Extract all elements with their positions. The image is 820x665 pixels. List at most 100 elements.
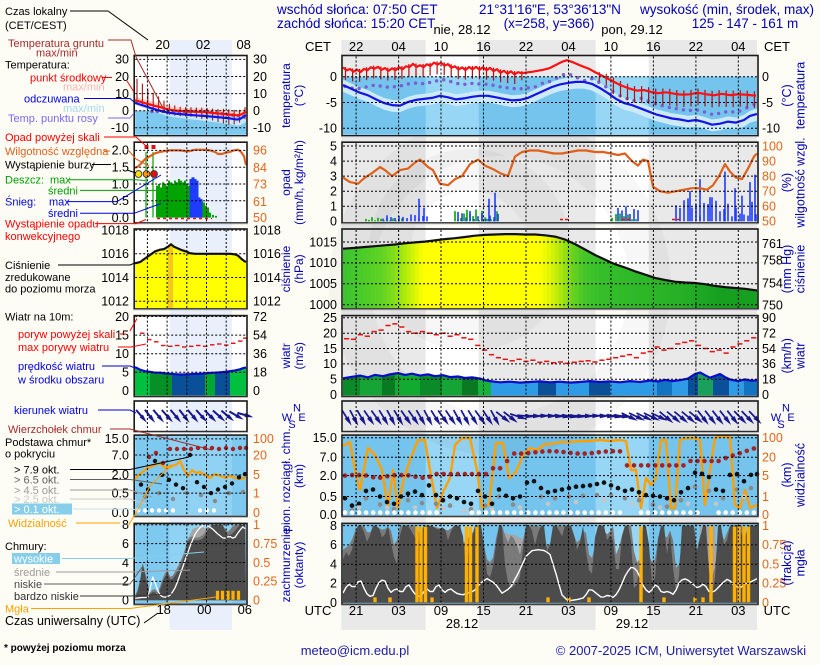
svg-text:72: 72 <box>253 310 267 324</box>
svg-text:(km): (km) <box>780 463 794 488</box>
svg-text:(km/h): (km/h) <box>780 338 794 373</box>
svg-text:8: 8 <box>122 518 129 532</box>
svg-text:UTC: UTC <box>764 603 791 618</box>
svg-text:* powyżej poziomu morza: * powyżej poziomu morza <box>4 643 126 654</box>
svg-text:kierunek wiatru: kierunek wiatru <box>14 405 88 417</box>
svg-text:0: 0 <box>330 388 337 402</box>
svg-text:Widzialność: Widzialność <box>8 518 67 530</box>
svg-text:2: 2 <box>330 185 337 199</box>
svg-text:CET: CET <box>764 39 790 54</box>
svg-text:1: 1 <box>253 486 260 500</box>
svg-text:Opad powyżej skali: Opad powyżej skali <box>5 132 100 144</box>
svg-text:100: 100 <box>762 139 783 153</box>
svg-text:Temp. punktu rosy: Temp. punktu rosy <box>8 113 98 125</box>
svg-text:0: 0 <box>330 70 337 84</box>
svg-text:20: 20 <box>762 451 776 465</box>
svg-text:(frakcja): (frakcja) <box>780 540 794 585</box>
svg-text:(oktanty): (oktanty) <box>292 542 306 589</box>
svg-text:Wilgotność względna: Wilgotność względna <box>5 146 109 158</box>
svg-text:0: 0 <box>253 384 260 398</box>
svg-text:prędkość wiatru: prędkość wiatru <box>18 361 95 373</box>
svg-text:0.5: 0.5 <box>253 556 270 570</box>
svg-text:-10: -10 <box>253 121 271 135</box>
svg-text:(%): (%) <box>780 173 794 192</box>
svg-text:0: 0 <box>253 104 260 118</box>
svg-text:wysokie: wysokie <box>13 553 53 565</box>
svg-text:28.12: 28.12 <box>446 616 479 631</box>
svg-text:90: 90 <box>762 154 776 168</box>
svg-text:20: 20 <box>253 448 267 462</box>
svg-text:2.0: 2.0 <box>112 468 129 482</box>
svg-text:meteo@icm.edu.pl: meteo@icm.edu.pl <box>301 643 410 658</box>
svg-text:S: S <box>777 419 784 431</box>
svg-text:06: 06 <box>238 602 252 617</box>
svg-text:6: 6 <box>330 538 337 552</box>
svg-text:-10: -10 <box>319 122 337 136</box>
svg-text:0: 0 <box>762 388 769 402</box>
svg-text:2: 2 <box>122 575 129 589</box>
svg-text:UTC: UTC <box>305 603 332 618</box>
svg-text:10: 10 <box>323 357 337 371</box>
svg-text:0.5: 0.5 <box>762 558 779 572</box>
svg-text:10: 10 <box>604 39 618 54</box>
svg-text:-5: -5 <box>762 96 773 110</box>
svg-text:2.0: 2.0 <box>320 469 337 483</box>
svg-text:21: 21 <box>349 603 363 618</box>
svg-text:opad: opad <box>279 169 293 196</box>
svg-text:poryw powyżej skali: poryw powyżej skali <box>18 329 115 341</box>
svg-text:7.0: 7.0 <box>320 451 337 465</box>
svg-text:0.5: 0.5 <box>320 490 337 504</box>
svg-text:Ciśnienie: Ciśnienie <box>5 260 50 272</box>
svg-text:© 2007-2025 ICM, Uniwersytet W: © 2007-2025 ICM, Uniwersytet Warszawski <box>556 643 807 658</box>
svg-text:25: 25 <box>323 311 337 325</box>
svg-text:(mm/h, kg/m²/h): (mm/h, kg/m²/h) <box>292 140 306 225</box>
svg-text:61: 61 <box>253 195 267 209</box>
svg-text:mgła: mgła <box>794 549 808 576</box>
svg-text:72: 72 <box>762 327 776 341</box>
svg-text:16: 16 <box>646 39 660 54</box>
svg-text:temperatura: temperatura <box>794 62 808 129</box>
svg-text:(km): (km) <box>292 464 306 488</box>
svg-text:pion. rozciągł. chm.: pion. rozciągł. chm. <box>279 428 293 531</box>
svg-text:wysokość (min, środek, max): wysokość (min, środek, max) <box>639 2 814 17</box>
svg-text:15: 15 <box>476 603 490 618</box>
svg-text:-10: -10 <box>762 122 780 136</box>
svg-text:widzialność: widzialność <box>794 443 808 508</box>
svg-text:średnie: średnie <box>14 567 50 579</box>
svg-text:Podstawa chmur*: Podstawa chmur* <box>5 437 92 449</box>
svg-text:S: S <box>288 419 295 431</box>
svg-text:21: 21 <box>519 603 533 618</box>
svg-text:wiatr: wiatr <box>279 343 293 369</box>
svg-text:Czas uniwersalny (UTC): Czas uniwersalny (UTC) <box>5 614 140 628</box>
svg-text:5: 5 <box>253 468 260 482</box>
svg-text:Chmury:: Chmury: <box>5 541 47 553</box>
svg-text:0: 0 <box>762 70 769 84</box>
svg-text:E: E <box>298 412 305 424</box>
svg-text:0: 0 <box>122 104 129 118</box>
svg-text:90: 90 <box>762 311 776 325</box>
svg-text:> 0.1 okt.: > 0.1 okt. <box>14 504 60 516</box>
svg-text:(mm Hg): (mm Hg) <box>780 245 794 294</box>
svg-text:15.0: 15.0 <box>313 431 337 445</box>
svg-text:8: 8 <box>330 519 337 533</box>
svg-text:1: 1 <box>330 200 337 214</box>
svg-text:5: 5 <box>330 139 337 153</box>
svg-text:ciśnienie: ciśnienie <box>279 245 293 292</box>
svg-text:10: 10 <box>434 39 448 54</box>
svg-text:5: 5 <box>762 469 769 483</box>
svg-text:1.5: 1.5 <box>112 161 129 175</box>
svg-text:6: 6 <box>122 537 129 551</box>
svg-text:08: 08 <box>236 37 250 52</box>
svg-text:max/min: max/min <box>63 81 105 93</box>
svg-text:wiatr: wiatr <box>794 343 808 370</box>
svg-text:o pokryciu: o pokryciu <box>5 448 55 460</box>
svg-text:konwekcyjnego: konwekcyjnego <box>5 231 80 243</box>
svg-text:niskie: niskie <box>14 579 42 591</box>
svg-text:84: 84 <box>253 161 267 175</box>
svg-text:22: 22 <box>689 39 703 54</box>
svg-text:Wystąpienie burzy: Wystąpienie burzy <box>5 159 95 171</box>
svg-text:0.25: 0.25 <box>253 575 277 589</box>
svg-text:20: 20 <box>155 37 169 52</box>
svg-text:1015: 1015 <box>309 235 337 249</box>
svg-text:54: 54 <box>253 328 267 342</box>
